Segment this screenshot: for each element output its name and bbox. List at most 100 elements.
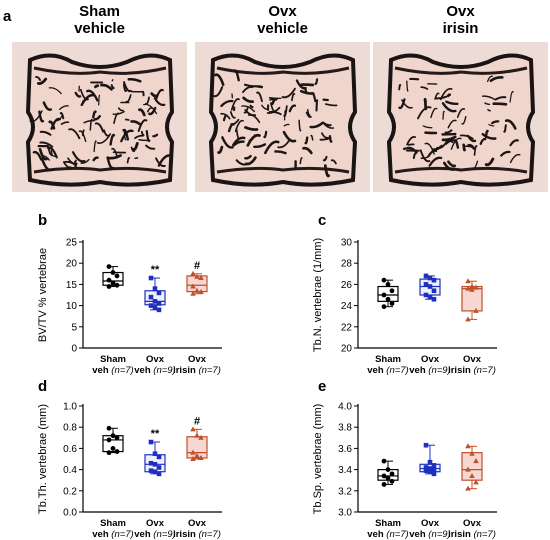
data-point	[110, 270, 116, 275]
trabecula	[323, 164, 331, 178]
y-axis-label: BV/TV % vertebrae	[37, 248, 49, 342]
trabecula	[40, 157, 53, 172]
trabecula	[445, 100, 459, 106]
trabecula	[140, 130, 145, 137]
trabecula	[94, 122, 105, 133]
data-point	[427, 466, 433, 471]
trabecula	[94, 84, 100, 89]
panel-letter-b: b	[38, 212, 48, 229]
trabecula	[263, 130, 268, 139]
trabecula	[37, 77, 48, 85]
trabecula	[134, 134, 144, 139]
data-point	[423, 442, 429, 448]
x-tick-label-line2: irisin (n=7)	[448, 529, 496, 540]
data-point	[465, 485, 471, 491]
x-tick-label-n: (n=7)	[198, 529, 220, 540]
trabecula	[486, 75, 494, 83]
trabecula	[314, 78, 319, 85]
trabecula	[269, 98, 274, 101]
trabecula	[288, 104, 297, 113]
trabecula	[305, 111, 312, 118]
vertebral-body	[386, 53, 536, 187]
trabecula	[244, 126, 259, 131]
trabecula	[123, 129, 127, 141]
x-tick-label-n: (n=9)	[428, 529, 450, 540]
trabecula	[446, 93, 452, 98]
data-point	[156, 454, 162, 460]
y-tick-label: 22	[341, 322, 353, 333]
data-point	[190, 426, 196, 432]
trabecula	[50, 117, 61, 130]
trabecula	[304, 136, 309, 145]
trabecula	[299, 89, 315, 95]
trabecula	[48, 87, 62, 95]
data-point	[385, 282, 391, 287]
histology-title-sham: Sham vehicle	[12, 3, 187, 37]
trabecula	[98, 94, 101, 106]
trabecula	[503, 124, 507, 133]
trabecula	[481, 132, 497, 140]
trabecula	[89, 118, 93, 131]
trabecula	[35, 75, 42, 81]
trabecula	[509, 139, 519, 147]
trabecula	[462, 143, 466, 152]
data-point	[106, 450, 112, 456]
trabecula	[299, 157, 303, 165]
histology-title-line1: Sham	[79, 3, 120, 20]
data-point	[190, 283, 196, 289]
trabecula	[74, 91, 82, 98]
x-tick-label-group: veh	[409, 529, 428, 540]
trabecula	[298, 119, 302, 132]
chart-tb-th: Tb.Th. vertebrae (mm) 0.0 0.2 0.4 0.6 0.8 1.0 S…	[37, 402, 222, 540]
trabecula	[283, 123, 290, 127]
trabecula	[420, 156, 429, 159]
y-tick-label: 4.0	[338, 402, 352, 413]
data-point	[198, 454, 204, 460]
data-point	[148, 439, 154, 445]
trabecula	[282, 130, 297, 143]
data-point	[423, 273, 429, 279]
trabecula	[274, 150, 287, 155]
trabecula	[430, 107, 438, 119]
trabecula	[79, 88, 89, 101]
trabecula	[401, 99, 413, 109]
trabecula	[143, 103, 158, 115]
trabecula	[60, 121, 70, 125]
data-point	[427, 469, 433, 475]
trabecula	[434, 92, 440, 100]
trabecula	[38, 110, 45, 123]
trabecula	[407, 143, 415, 146]
trabecula	[488, 123, 495, 127]
data-point	[148, 468, 154, 473]
trabecula	[111, 79, 114, 82]
trabecula	[479, 137, 487, 145]
trabecula	[328, 134, 333, 143]
data-point	[473, 284, 479, 290]
trabecula	[245, 156, 257, 166]
histology-title-line2: vehicle	[257, 20, 308, 37]
trabecula	[291, 92, 296, 102]
data-point	[156, 465, 162, 470]
data-point	[156, 307, 162, 313]
y-axis-label: Tb.Th. vertebrae (mm)	[37, 404, 49, 514]
growth-plate-bottom	[33, 166, 167, 174]
trabecula	[277, 139, 291, 149]
data-point	[423, 282, 429, 287]
trabecula	[310, 134, 314, 141]
trabecula	[214, 73, 225, 86]
histology-svg	[195, 42, 370, 192]
trabecula	[230, 118, 240, 125]
trabecula	[306, 109, 311, 117]
data-point	[152, 451, 158, 456]
histology-svg	[12, 42, 187, 192]
trabecula	[92, 110, 97, 119]
trabecula	[406, 80, 409, 92]
trabecula	[124, 118, 130, 121]
x-tick-label-n: (n=7)	[386, 529, 408, 540]
trabecula	[42, 101, 53, 111]
data-point	[114, 273, 120, 279]
trabecula	[246, 133, 261, 147]
data-point	[114, 435, 120, 441]
trabecula	[284, 110, 286, 121]
data-point	[423, 465, 429, 470]
